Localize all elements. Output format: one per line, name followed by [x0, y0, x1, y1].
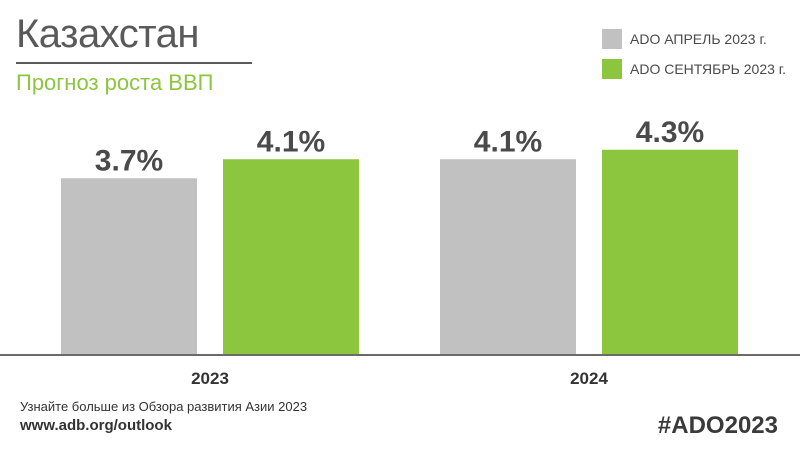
bar-2023-april [61, 178, 197, 354]
bar-2023-september [223, 159, 359, 354]
legend-item-april: ADO АПРЕЛЬ 2023 г. [602, 29, 767, 49]
legend-label-april: ADO АПРЕЛЬ 2023 г. [630, 31, 767, 47]
hashtag: #ADO2023 [657, 412, 778, 439]
chart-subtitle: Прогноз роста ВВП [16, 70, 214, 95]
footer-url-link[interactable]: www.adb.org/outlook [20, 417, 172, 434]
footer-note: Узнайте больше из Обзора развития Азии 2… [20, 399, 308, 414]
legend-swatch-april [602, 29, 622, 49]
data-label-2023-april: 3.7% [95, 144, 163, 177]
data-label-2024-april: 4.1% [474, 125, 542, 158]
legend-swatch-september [602, 59, 622, 79]
data-label-2023-september: 4.1% [257, 125, 325, 158]
legend-item-september: ADO СЕНТЯБРЬ 2023 г. [602, 59, 786, 79]
legend-label-september: ADO СЕНТЯБРЬ 2023 г. [630, 61, 787, 77]
data-label-2024-september: 4.3% [636, 116, 704, 149]
bar-2024-april [440, 159, 576, 354]
title-underline [16, 62, 252, 64]
x-tick-label-2024: 2024 [570, 369, 608, 388]
bar-2024-september [602, 149, 738, 354]
page-title: Казахстан [16, 12, 199, 56]
x-tick-label-2023: 2023 [191, 369, 229, 388]
